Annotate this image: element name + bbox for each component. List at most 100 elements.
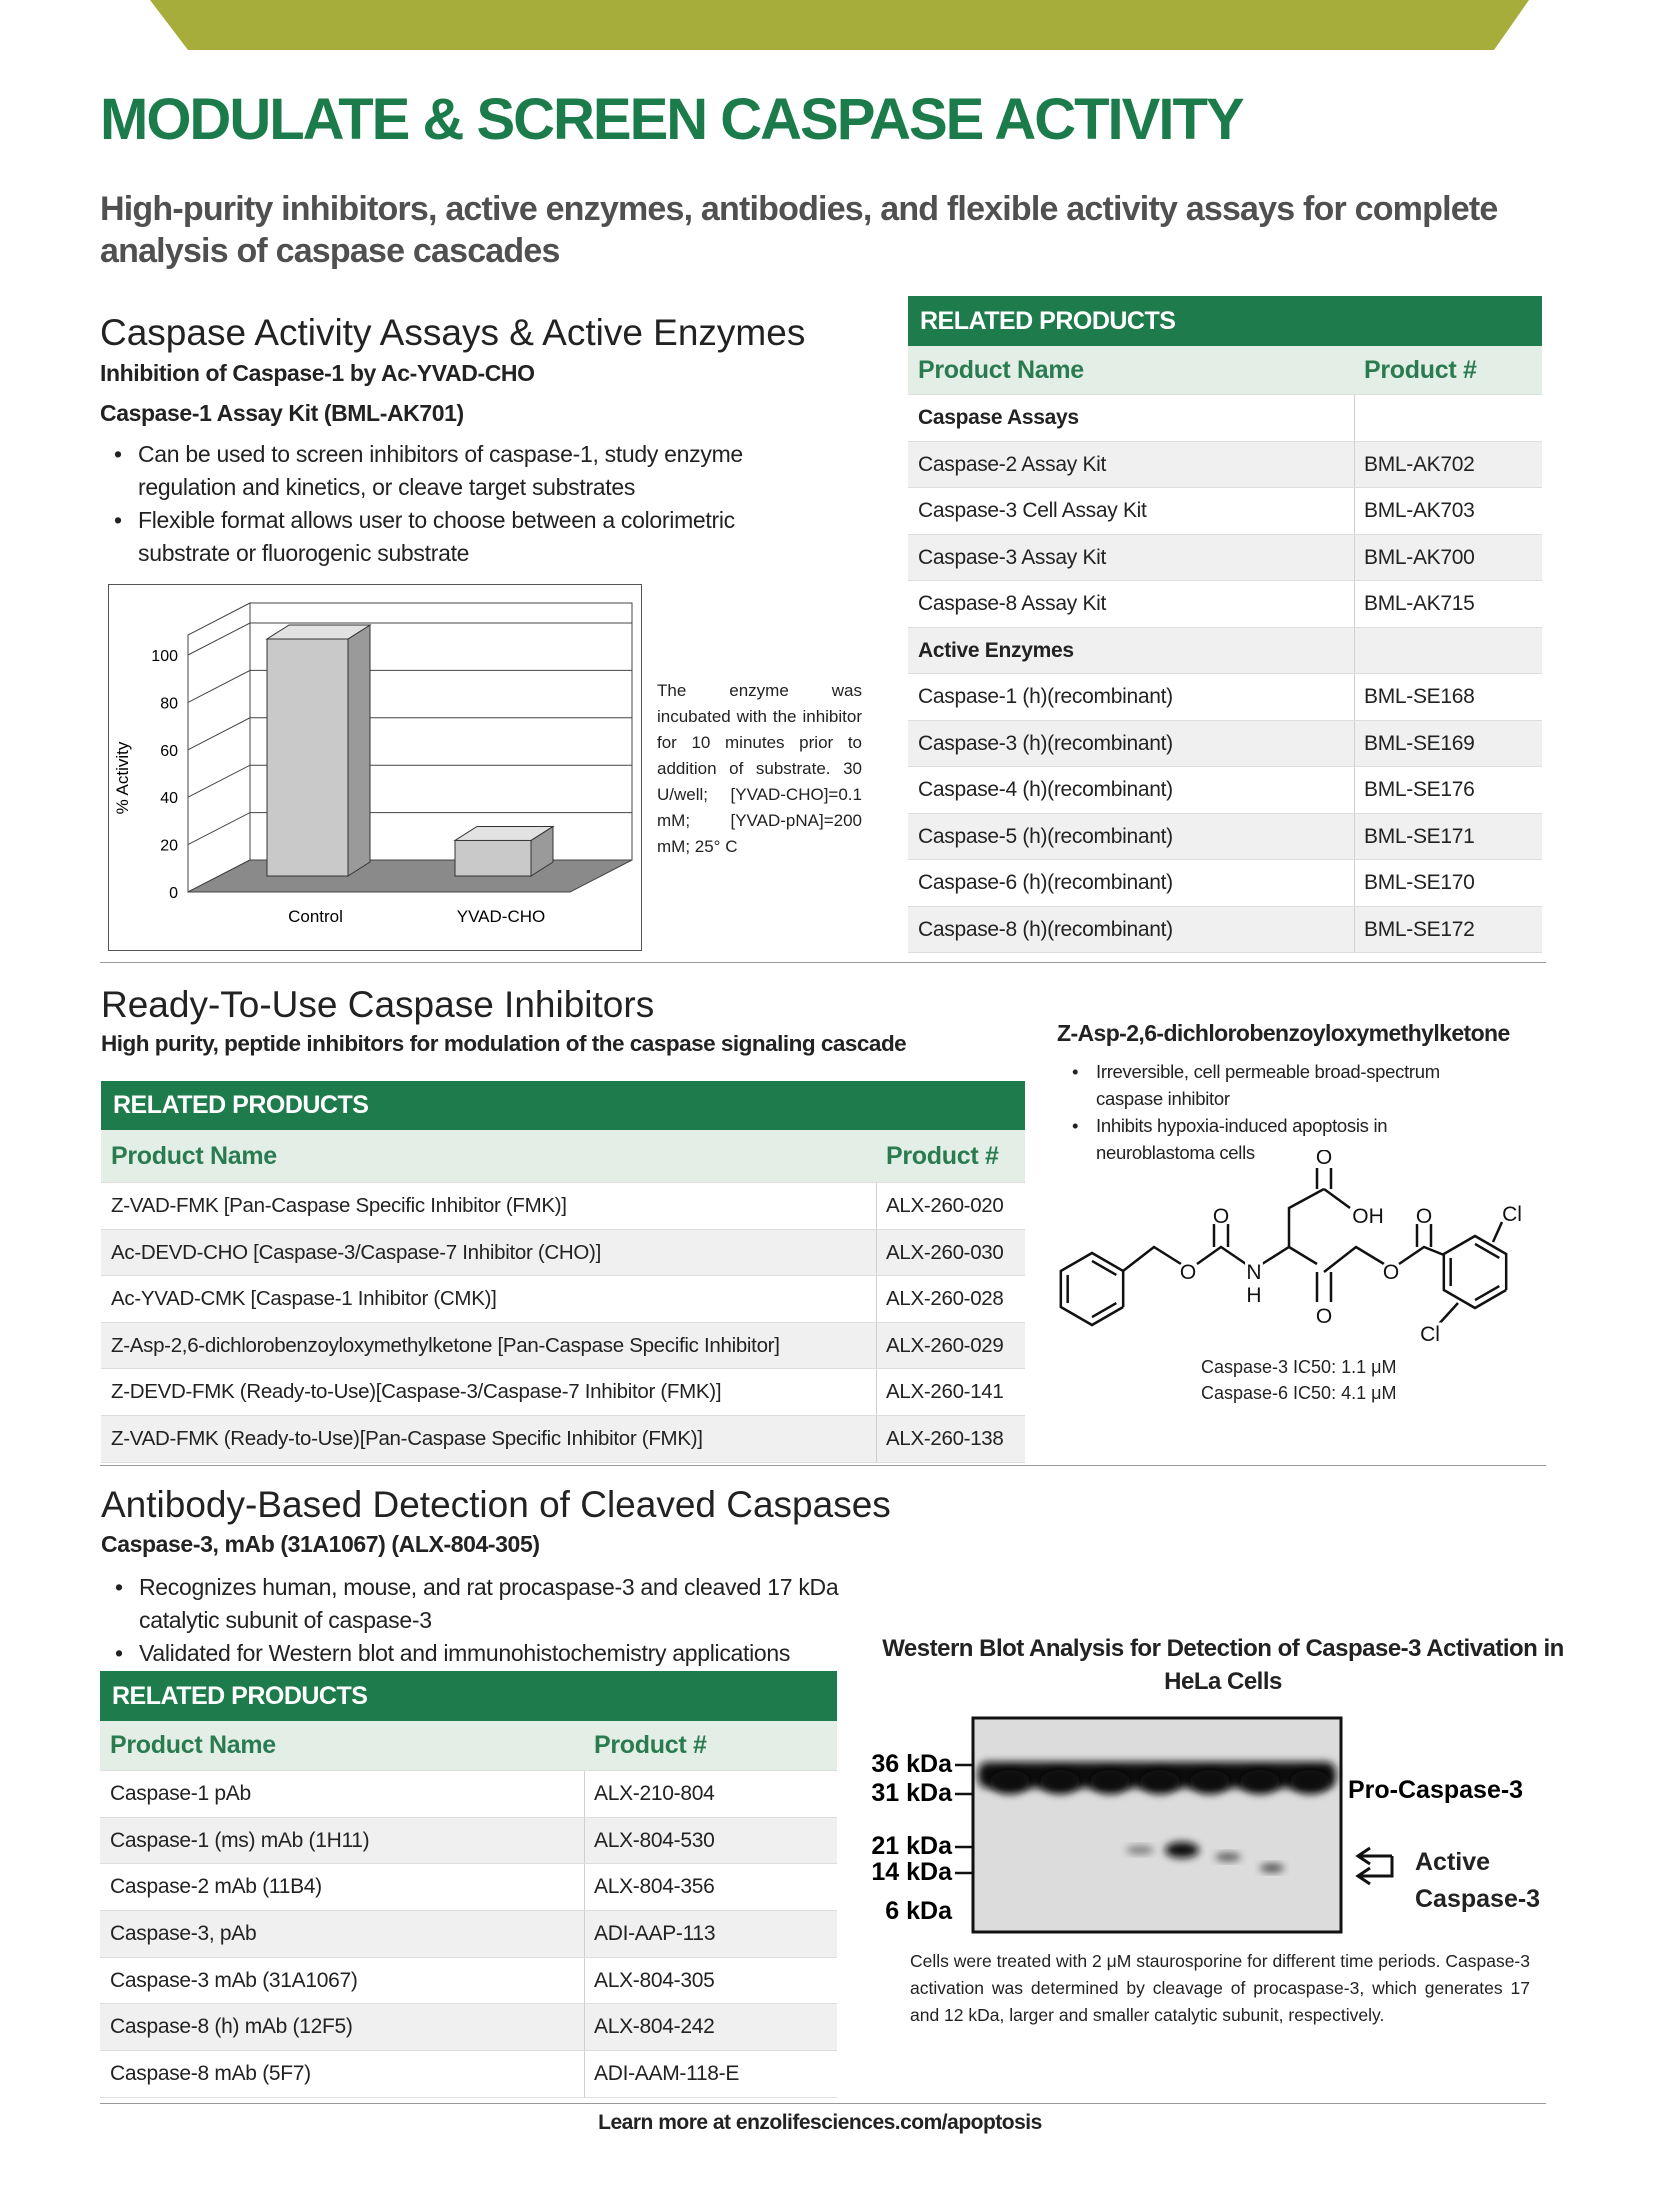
product-number: ALX-804-242 bbox=[594, 2015, 715, 2039]
bar-chart: 0 20 40 60 80 100 % Activity Control YVAD-CHO bbox=[108, 584, 642, 951]
band-label: Pro-Caspase-3 bbox=[1348, 1776, 1523, 1804]
product-name: Caspase-3 Cell Assay Kit bbox=[918, 499, 1147, 522]
product-number: ADI-AAM-118-E bbox=[594, 2062, 740, 2086]
product-number: ALX-804-305 bbox=[594, 1968, 715, 1992]
table-row: Caspase-8 (h) mAb (12F5) ALX-804-242 bbox=[100, 2004, 837, 2052]
blot-lane-band bbox=[1290, 1770, 1330, 1794]
product-number: BML-SE170 bbox=[1364, 871, 1475, 894]
product-number: BML-SE169 bbox=[1364, 731, 1475, 755]
bullet: Can be used to screen inhibitors of casp… bbox=[110, 438, 790, 504]
table-row: Caspase-8 (h)(recombinant) BML-SE172 bbox=[908, 906, 1542, 953]
chart-caption: The enzyme was incubated with the inhibi… bbox=[657, 681, 862, 856]
blot-active-band bbox=[1215, 1853, 1241, 1861]
product-number: ALX-260-029 bbox=[886, 1333, 1004, 1357]
bullet: Irreversible, cell permeable broad-spect… bbox=[1068, 1058, 1488, 1112]
related-products-table: RELATED PRODUCTS Product Name Product # Cas… bbox=[100, 1671, 837, 2098]
table-row: Z-VAD-FMK [Pan-Caspase Specific Inhibito… bbox=[101, 1183, 1025, 1230]
blot-lane-band bbox=[1240, 1770, 1280, 1794]
column-divider bbox=[584, 2004, 585, 2051]
ic50-value: Caspase-3 IC50: 1.1 μM bbox=[1201, 1357, 1397, 1377]
table-row: Z-DEVD-FMK (Ready-to-Use)[Caspase-3/Casp… bbox=[101, 1369, 1025, 1416]
bond bbox=[1323, 1245, 1385, 1273]
page-subtitle: High-purity inhibitors, active enzymes, … bbox=[100, 190, 1498, 270]
blot-lane-band bbox=[1140, 1770, 1180, 1794]
related-products-table: RELATED PRODUCTS Product Name Product # Z-V… bbox=[101, 1081, 1025, 1463]
y-tick-label: 0 bbox=[169, 885, 178, 902]
grid-line bbox=[187, 622, 632, 656]
footer-text: Learn more at enzolifesciences.com/apopt… bbox=[598, 2111, 1042, 2134]
bullet-list: Irreversible, cell permeable broad-spect… bbox=[1068, 1058, 1488, 1166]
product-name: Caspase-3 Assay Kit bbox=[918, 545, 1107, 569]
bullet: Validated for Western blot and immunohis… bbox=[111, 1637, 891, 1670]
blot-active-band bbox=[1260, 1864, 1284, 1872]
marker-label: 14 kDa bbox=[871, 1858, 953, 1886]
product-number: BML-AK715 bbox=[1364, 592, 1475, 615]
ring bbox=[1442, 1234, 1508, 1310]
column-header: Product Name bbox=[111, 1142, 277, 1170]
blot-lane-band bbox=[1190, 1770, 1230, 1794]
atom-label: O bbox=[1383, 1261, 1399, 1284]
section-divider bbox=[100, 1465, 1546, 1466]
ring-double-bond bbox=[1474, 1242, 1500, 1260]
column-divider bbox=[584, 1957, 585, 2004]
blot-title: Western Blot Analysis for Detection of C… bbox=[882, 1635, 1564, 1695]
x-tick-label: YVAD-CHO bbox=[457, 907, 545, 926]
column-divider bbox=[584, 1911, 585, 1957]
bond bbox=[1287, 1187, 1325, 1247]
product-name: Caspase-2 Assay Kit bbox=[918, 452, 1107, 476]
product-number: ALX-260-020 bbox=[886, 1194, 1004, 1217]
y-tick-label: 80 bbox=[160, 695, 178, 712]
column-divider bbox=[1354, 488, 1355, 534]
table-row: Caspase-3 Cell Assay Kit BML-AK703 bbox=[908, 488, 1542, 535]
column-divider bbox=[1354, 767, 1355, 813]
grid-line bbox=[187, 669, 632, 703]
product-name: Caspase-1 (h)(recombinant) bbox=[918, 685, 1173, 708]
x-tick-label: Control bbox=[288, 907, 343, 926]
product-name: Ac-DEVD-CHO [Caspase-3/Caspase-7 Inhibit… bbox=[111, 1240, 601, 1264]
table-row: Z-VAD-FMK (Ready-to-Use)[Pan-Caspase Spe… bbox=[101, 1415, 1025, 1463]
product-number: BML-AK703 bbox=[1364, 499, 1475, 522]
table-row: Caspase-3 Assay Kit BML-AK700 bbox=[908, 534, 1542, 581]
arrow bbox=[1355, 1846, 1392, 1866]
product-name: Z-DEVD-FMK (Ready-to-Use)[Caspase-3/Casp… bbox=[111, 1380, 722, 1404]
table-row: Caspase-6 (h)(recombinant) BML-SE170 bbox=[908, 860, 1542, 907]
column-divider bbox=[876, 1229, 877, 1276]
table-row: Caspase-1 (h)(recombinant) BML-SE168 bbox=[908, 674, 1542, 721]
table-row: Caspase-3 mAb (31A1067) ALX-804-305 bbox=[100, 1957, 837, 2005]
product-name: Z-VAD-FMK [Pan-Caspase Specific Inhibito… bbox=[111, 1194, 567, 1217]
atom-label: H bbox=[1246, 1284, 1261, 1307]
table-row: Caspase-1 pAb ALX-210-804 bbox=[100, 1771, 837, 1818]
product-title: Caspase-3, mAb (31A1067) (ALX-804-305) bbox=[101, 1531, 540, 1557]
blot-active-band bbox=[1165, 1842, 1199, 1858]
product-name: Caspase-3, pAb bbox=[110, 1922, 257, 1946]
section-title: Ready-To-Use Caspase Inhibitors bbox=[101, 984, 655, 1025]
table-heading: RELATED PRODUCTS bbox=[101, 1081, 1025, 1130]
product-number: ALX-260-030 bbox=[886, 1240, 1004, 1264]
atom-label: O bbox=[1180, 1261, 1196, 1284]
bond bbox=[1323, 1187, 1351, 1210]
y-tick-label: 40 bbox=[160, 790, 178, 807]
product-name: Caspase-2 mAb (11B4) bbox=[110, 1875, 322, 1899]
column-header: Product # bbox=[594, 1731, 707, 1759]
table-row: Caspase-4 (h)(recombinant) BML-SE176 bbox=[908, 767, 1542, 814]
column-header-row: Product Name Product # bbox=[100, 1721, 837, 1771]
table-row: Caspase-8 mAb (5F7) ADI-AAM-118-E bbox=[100, 2051, 837, 2098]
banner-shape bbox=[150, 0, 1529, 50]
y-tick-label: 20 bbox=[160, 838, 178, 855]
grid-line bbox=[187, 764, 632, 798]
product-number: BML-SE172 bbox=[1364, 917, 1475, 941]
floor bbox=[187, 859, 633, 893]
column-header: Product # bbox=[1364, 356, 1477, 384]
atom-label: O bbox=[1316, 1150, 1332, 1169]
bullet: Flexible format allows user to choose be… bbox=[110, 504, 790, 570]
column-header-row: Product Name Product # bbox=[908, 346, 1542, 395]
product-number: ALX-260-141 bbox=[886, 1380, 1004, 1404]
column-divider bbox=[584, 1771, 585, 1817]
grid-line bbox=[187, 812, 632, 846]
bullet-list: Can be used to screen inhibitors of casp… bbox=[110, 438, 790, 570]
product-name: Caspase-8 Assay Kit bbox=[918, 592, 1107, 615]
bond bbox=[1122, 1245, 1182, 1272]
product-number: ALX-804-530 bbox=[594, 1828, 715, 1852]
y-axis-label: % Activity bbox=[113, 741, 132, 814]
